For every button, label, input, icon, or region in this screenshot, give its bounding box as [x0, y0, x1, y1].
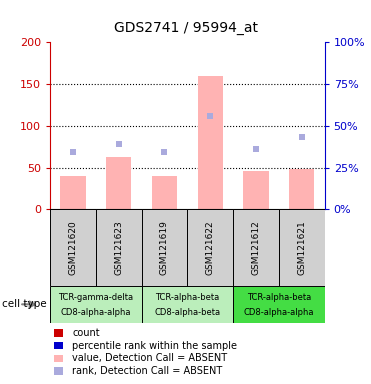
- Bar: [50, 209, 96, 286]
- Text: GSM121620: GSM121620: [69, 220, 78, 275]
- Text: GSM121621: GSM121621: [297, 220, 306, 275]
- Text: count: count: [72, 328, 100, 338]
- Bar: [279, 209, 325, 286]
- Text: GSM121612: GSM121612: [252, 220, 260, 275]
- Bar: [60, 176, 86, 209]
- Text: percentile rank within the sample: percentile rank within the sample: [72, 341, 237, 351]
- Bar: [142, 286, 233, 323]
- Bar: [106, 157, 131, 209]
- Bar: [96, 209, 142, 286]
- Bar: [233, 286, 325, 323]
- Text: rank, Detection Call = ABSENT: rank, Detection Call = ABSENT: [72, 366, 223, 376]
- Bar: [152, 176, 177, 209]
- Bar: [233, 209, 279, 286]
- Text: CD8-alpha-beta: CD8-alpha-beta: [154, 308, 220, 317]
- Bar: [142, 209, 187, 286]
- Bar: [243, 171, 269, 209]
- Text: TCR-gamma-delta: TCR-gamma-delta: [58, 293, 134, 302]
- Bar: [198, 76, 223, 209]
- Text: GSM121623: GSM121623: [114, 220, 123, 275]
- Text: value, Detection Call = ABSENT: value, Detection Call = ABSENT: [72, 353, 227, 363]
- Text: CD8-alpha-alpha: CD8-alpha-alpha: [244, 308, 314, 317]
- Text: CD8-alpha-alpha: CD8-alpha-alpha: [60, 308, 131, 317]
- Text: TCR-alpha-beta: TCR-alpha-beta: [155, 293, 220, 302]
- Text: cell type: cell type: [2, 299, 46, 310]
- Text: GSM121619: GSM121619: [160, 220, 169, 275]
- Bar: [50, 286, 142, 323]
- Bar: [187, 209, 233, 286]
- Text: GSM121622: GSM121622: [206, 220, 215, 275]
- Bar: [289, 169, 314, 209]
- Text: TCR-alpha-beta: TCR-alpha-beta: [247, 293, 311, 302]
- Text: GDS2741 / 95994_at: GDS2741 / 95994_at: [114, 21, 257, 35]
